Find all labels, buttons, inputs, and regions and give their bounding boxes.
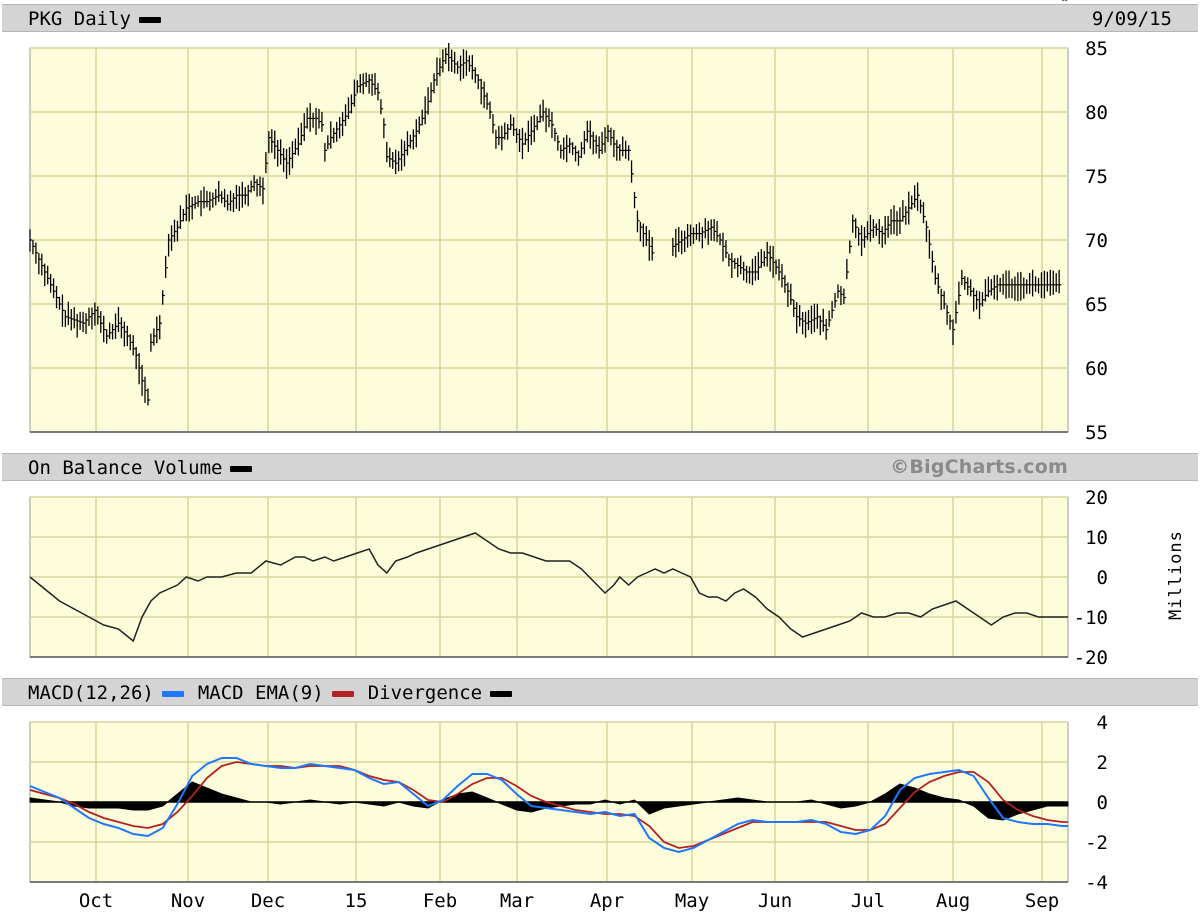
price-y-tick-1: 80 bbox=[1085, 102, 1108, 124]
price-y-tick-3: 70 bbox=[1085, 230, 1108, 252]
divergence-legend-swatch bbox=[490, 690, 513, 697]
macd-header-bar: MACD(12,26) MACD EMA(9) Divergence bbox=[2, 678, 1198, 706]
chart-title: PKG Daily bbox=[28, 8, 175, 30]
x-month-label-15: 15 bbox=[345, 890, 368, 912]
obv-line bbox=[29, 532, 1068, 643]
obv-y-tick-4: -20 bbox=[1074, 647, 1108, 669]
chart-date: 9/09/15 bbox=[1091, 8, 1172, 30]
macd-y-tick-3: -2 bbox=[1085, 832, 1108, 854]
price-y-tick-6: 55 bbox=[1085, 422, 1108, 444]
x-month-label-Sep: Sep bbox=[1025, 890, 1059, 912]
x-month-label-Jun: Jun bbox=[758, 890, 792, 912]
macd-legend-swatch bbox=[161, 690, 184, 697]
x-month-label-Apr: Apr bbox=[590, 890, 624, 912]
macd-ema-legend-swatch bbox=[331, 690, 354, 697]
macd-y-tick-2: 0 bbox=[1097, 792, 1108, 814]
obv-y-tick-2: 0 bbox=[1097, 567, 1108, 589]
obv-header-bar: On Balance Volume ©BigCharts.com bbox=[2, 453, 1198, 481]
x-month-label-Jul: Jul bbox=[851, 890, 885, 912]
macd-ema-legend-label: MACD EMA(9) bbox=[197, 682, 324, 704]
x-month-label-Feb: Feb bbox=[423, 890, 457, 912]
obv-title-text: On Balance Volume bbox=[28, 457, 223, 479]
obv-unit-label: Millions bbox=[1166, 530, 1186, 620]
bigcharts-credit: ©BigCharts.com bbox=[890, 456, 1068, 478]
obv-y-tick-3: -10 bbox=[1074, 607, 1108, 629]
macd-y-tick-1: 2 bbox=[1097, 752, 1108, 774]
obv-y-tick-1: 10 bbox=[1085, 527, 1108, 549]
chart-title-text: PKG Daily bbox=[28, 8, 131, 30]
price-y-tick-5: 60 bbox=[1085, 358, 1108, 380]
price-y-tick-0: 85 bbox=[1085, 38, 1108, 60]
x-month-label-Nov: Nov bbox=[171, 890, 205, 912]
macd-ema-line bbox=[29, 761, 1068, 849]
price-y-tick-2: 75 bbox=[1085, 166, 1108, 188]
macd-y-tick-0: 4 bbox=[1097, 712, 1108, 734]
macd-legend: MACD(12,26) MACD EMA(9) Divergence bbox=[28, 682, 526, 704]
x-month-label-May: May bbox=[675, 890, 709, 912]
macd-line bbox=[29, 757, 1068, 854]
price-legend-swatch bbox=[138, 16, 161, 23]
x-month-label-Mar: Mar bbox=[500, 890, 534, 912]
x-month-label-Dec: Dec bbox=[251, 890, 285, 912]
obv-y-tick-0: 20 bbox=[1085, 487, 1108, 509]
obv-title: On Balance Volume bbox=[28, 457, 266, 479]
obv-legend-swatch bbox=[230, 465, 253, 472]
price-y-tick-4: 65 bbox=[1085, 294, 1108, 316]
x-month-label-Aug: Aug bbox=[936, 890, 970, 912]
macd-y-tick-4: -4 bbox=[1085, 872, 1108, 894]
price-header-bar: PKG Daily 9/09/15 bbox=[2, 4, 1198, 32]
divergence-legend-label: Divergence bbox=[367, 682, 483, 704]
x-month-label-Oct: Oct bbox=[79, 890, 113, 912]
macd-legend-label: MACD(12,26) bbox=[28, 682, 154, 704]
